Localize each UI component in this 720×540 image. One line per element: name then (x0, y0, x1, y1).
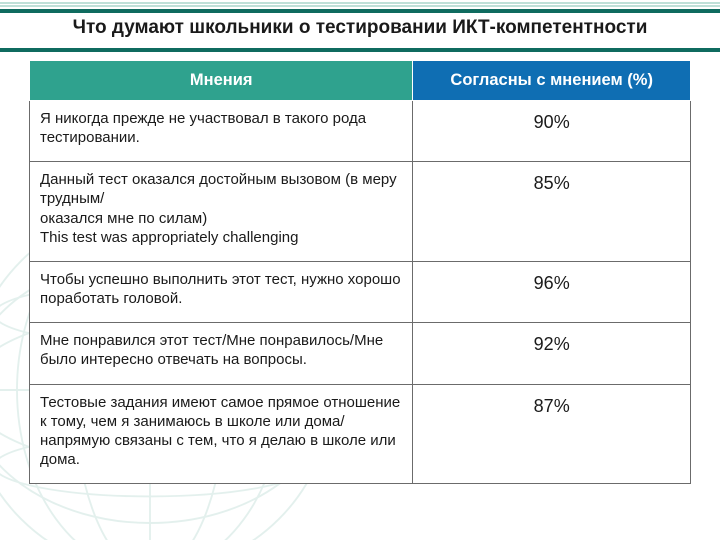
value-cell: 92% (413, 323, 691, 384)
value-cell: 87% (413, 384, 691, 484)
col-header-percent: Согласны с мнением (%) (413, 60, 691, 100)
opinion-cell: Чтобы успешно выполнить этот тест, нужно… (30, 261, 413, 322)
table-row: Я никогда прежде не участвовал в такого … (30, 100, 691, 161)
value-cell: 96% (413, 261, 691, 322)
opinion-cell: Я никогда прежде не участвовал в такого … (30, 100, 413, 161)
value-cell: 85% (413, 162, 691, 262)
opinions-table: Мнения Согласны с мнением (%) Я никогда … (29, 60, 691, 485)
table-row: Данный тест оказался достойным вызовом (… (30, 162, 691, 262)
table-row: Мне понравился этот тест/Мне понравилось… (30, 323, 691, 384)
table-row: Чтобы успешно выполнить этот тест, нужно… (30, 261, 691, 322)
opinion-cell: Мне понравился этот тест/Мне понравилось… (30, 323, 413, 384)
slide-title: Что думают школьники о тестировании ИКТ-… (0, 10, 720, 44)
col-header-opinions: Мнения (30, 60, 413, 100)
value-cell: 90% (413, 100, 691, 161)
slide: Что думают школьники о тестировании ИКТ-… (0, 0, 720, 540)
title-bar: Что думают школьники о тестировании ИКТ-… (0, 0, 720, 58)
opinion-cell: Тестовые задания имеют самое прямое отно… (30, 384, 413, 484)
table-row: Тестовые задания имеют самое прямое отно… (30, 384, 691, 484)
opinion-cell: Данный тест оказался достойным вызовом (… (30, 162, 413, 262)
